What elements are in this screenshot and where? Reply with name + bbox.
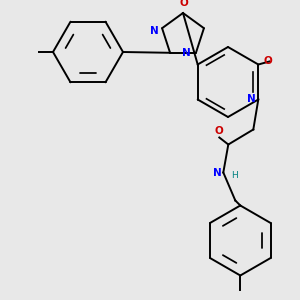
Text: O: O [180, 0, 188, 8]
Text: N: N [150, 26, 159, 36]
Text: H: H [231, 171, 238, 180]
Text: N: N [247, 94, 255, 104]
Text: O: O [214, 127, 223, 136]
Text: N: N [182, 48, 191, 58]
Text: N: N [213, 167, 221, 178]
Text: O: O [263, 56, 272, 67]
